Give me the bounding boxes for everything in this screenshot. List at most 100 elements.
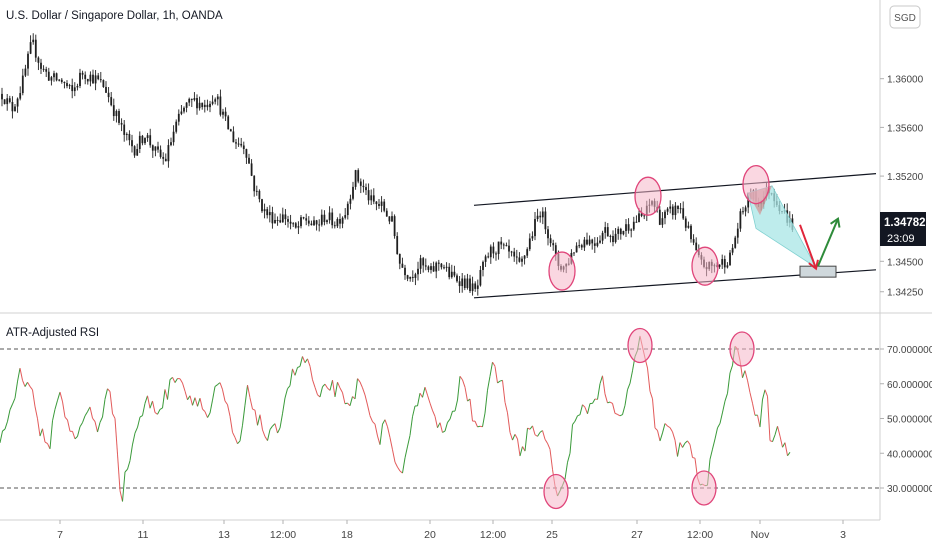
rsi-axis-tick-label: 30.000000 — [887, 484, 932, 495]
candle-body — [248, 158, 250, 164]
candle-body — [305, 218, 307, 220]
rsi-segment — [345, 403, 348, 404]
candle-body — [459, 281, 461, 286]
candle-body — [612, 236, 614, 242]
candle-body — [376, 202, 378, 204]
candle-body — [181, 112, 183, 114]
candle-body — [727, 265, 729, 267]
candle-body — [168, 145, 170, 161]
candle-body — [516, 257, 518, 258]
candle-body — [623, 231, 625, 234]
candle-body — [433, 266, 435, 271]
chart-title: U.S. Dollar / Singapore Dollar, 1h, OAND… — [6, 10, 223, 22]
candle-body — [407, 275, 409, 279]
candle-body — [45, 69, 47, 72]
candle-body — [365, 187, 367, 190]
candle-body — [693, 239, 695, 242]
candle-body — [500, 242, 502, 245]
candle-body — [295, 223, 297, 227]
candle-body — [165, 159, 167, 161]
candle-body — [552, 243, 554, 245]
rsi-axis-tick-label: 70.000000 — [887, 345, 932, 356]
candle-body — [381, 202, 383, 206]
candle-body — [685, 218, 687, 227]
candle-body — [659, 210, 661, 225]
candle-body — [682, 208, 684, 218]
candle-body — [454, 272, 456, 276]
candle-body — [669, 207, 671, 209]
price-axis-tick-label: 1.35600 — [887, 123, 924, 134]
candle-body — [534, 219, 536, 236]
rsi-axis-tick-label: 50.000000 — [887, 415, 932, 426]
candle-body — [677, 206, 679, 209]
candle-body — [441, 264, 443, 268]
rsi-axis-tick-label: 60.000000 — [887, 380, 932, 391]
rsi-highlight-circle — [628, 329, 652, 363]
candle-body — [448, 267, 450, 277]
candle-body — [261, 199, 263, 211]
rsi-segment — [478, 426, 481, 427]
candle-body — [604, 227, 606, 233]
candle-body — [428, 267, 430, 270]
candle-body — [58, 80, 60, 81]
candle-body — [578, 245, 580, 246]
candle-body — [662, 218, 664, 225]
candle-body — [191, 99, 193, 100]
candle-body — [274, 220, 276, 223]
candle-body — [238, 144, 240, 145]
candle-body — [602, 233, 604, 241]
currency-badge[interactable]: SGD — [890, 6, 920, 28]
candle-body — [342, 218, 344, 224]
candle-body — [373, 195, 375, 201]
candle-body — [732, 248, 734, 253]
candle-body — [573, 252, 575, 253]
candle-body — [675, 206, 677, 215]
candle-body — [555, 245, 557, 254]
candle-body — [734, 238, 736, 248]
candle — [227, 115, 229, 130]
candle-body — [425, 265, 427, 266]
candle-body — [25, 69, 27, 76]
rsi-highlight-circle — [544, 474, 568, 508]
candle-body — [100, 79, 102, 80]
candle-body — [222, 112, 224, 115]
price-highlight-circle — [743, 166, 769, 204]
candle-body — [620, 229, 622, 234]
candle-body — [9, 98, 11, 102]
price-highlight-circle — [635, 177, 661, 215]
candle-body — [396, 236, 398, 254]
candle-body — [409, 277, 411, 279]
candle-body — [386, 211, 388, 217]
candle-body — [597, 243, 599, 246]
candle-body — [152, 145, 154, 150]
candle-body — [253, 176, 255, 191]
candle — [734, 236, 736, 249]
candle-body — [513, 252, 515, 257]
candle-body — [547, 229, 549, 238]
candle-body — [586, 240, 588, 245]
candle-body — [188, 99, 190, 103]
candle-body — [667, 209, 669, 212]
candle-body — [186, 103, 188, 108]
candle-body — [474, 283, 476, 288]
candle-body — [84, 75, 86, 79]
candle-body — [630, 229, 632, 230]
candle-body — [394, 216, 396, 236]
candle-body — [415, 274, 417, 278]
candle-body — [417, 269, 419, 274]
candle — [355, 170, 357, 190]
candle-body — [339, 219, 341, 224]
candle-body — [131, 140, 133, 146]
candle-body — [14, 107, 16, 112]
candle-body — [643, 215, 645, 216]
candle-body — [719, 265, 721, 267]
candle-body — [511, 252, 513, 253]
candle-body — [550, 238, 552, 243]
candle-body — [178, 114, 180, 122]
candle-body — [519, 257, 521, 261]
candle-body — [480, 270, 482, 285]
candle-body — [40, 63, 42, 69]
candle-body — [259, 191, 261, 199]
